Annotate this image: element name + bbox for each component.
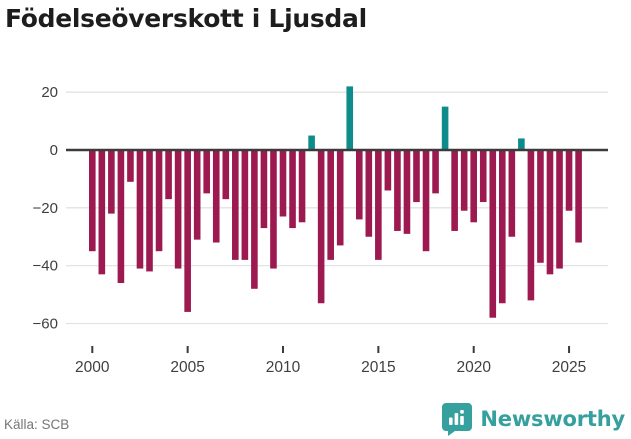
bar [193, 150, 201, 240]
bar [451, 150, 458, 231]
bar [508, 150, 516, 237]
bar [327, 150, 334, 260]
x-axis-tick-label: 2010 [266, 359, 301, 376]
x-tick-mark [568, 346, 571, 353]
bar [203, 150, 211, 194]
bar [308, 135, 315, 150]
bar [413, 150, 420, 203]
bar [89, 150, 96, 252]
newsworthy-logo: Newsworthy [441, 402, 625, 436]
source-note: Källa: SCB [4, 417, 70, 432]
bar [270, 150, 277, 269]
bar [355, 150, 363, 220]
bar [155, 150, 163, 252]
bar [470, 150, 477, 223]
bar [565, 150, 573, 211]
bar-chart-badge-icon [442, 403, 473, 436]
bar [384, 150, 392, 191]
plot-area: 20 0 −20 −40 −60 2000 2005 2010 2015 2020 2025 [33, 84, 608, 376]
bar [499, 150, 506, 304]
bar [212, 150, 220, 243]
bar [127, 150, 134, 182]
bar [375, 150, 382, 260]
bar [403, 150, 411, 234]
x-axis-tick-label: 2005 [170, 359, 204, 376]
chart-footer: Källa: SCB Newsworthy [0, 395, 631, 439]
page-title: Födelseöverskott i Ljusdal [5, 4, 367, 33]
bar [146, 150, 153, 272]
bar [460, 150, 468, 211]
brand-wordmark: Newsworthy [480, 407, 625, 431]
x-tick-mark [186, 346, 189, 353]
bar [298, 150, 306, 223]
bar [422, 150, 430, 252]
x-axis-tick-label: 2020 [456, 359, 491, 376]
bar [365, 150, 373, 237]
bar [222, 150, 230, 200]
bar [289, 150, 296, 229]
bar [489, 150, 497, 318]
y-axis-tick-label: −60 [33, 315, 58, 332]
bar [108, 150, 115, 214]
bar [136, 150, 144, 269]
birth-surplus-chart: 20 0 −20 −40 −60 2000 2005 2010 2015 2020 2025 [33, 84, 608, 376]
bar [527, 150, 535, 301]
bar [537, 150, 544, 263]
bar [184, 150, 191, 312]
bar [432, 150, 439, 194]
bar [575, 150, 582, 243]
bar [232, 150, 239, 260]
x-tick-mark [472, 346, 475, 353]
y-axis-tick-label: 20 [41, 84, 58, 101]
bar [117, 150, 125, 284]
x-axis-tick-label: 2000 [75, 359, 110, 376]
x-axis-tick-label: 2025 [552, 359, 586, 376]
bar [336, 150, 344, 246]
x-tick-mark [377, 346, 380, 353]
bar [98, 150, 106, 275]
bar [241, 150, 249, 260]
y-axis-tick-label: −40 [33, 258, 58, 275]
bar [251, 150, 258, 289]
bar [518, 138, 525, 150]
bar [441, 106, 449, 150]
bar [479, 150, 487, 203]
y-axis-tick-label: −20 [33, 200, 58, 217]
bar [260, 150, 268, 229]
x-tick-mark [91, 346, 94, 353]
y-axis-tick-label: 0 [50, 142, 58, 159]
bar [165, 150, 172, 200]
bar [346, 86, 354, 150]
bar [556, 150, 563, 269]
bar [546, 150, 554, 275]
bar [317, 150, 325, 304]
bar [394, 150, 401, 231]
x-tick-mark [282, 346, 284, 353]
bar [174, 150, 182, 269]
x-axis-tick-label: 2015 [361, 359, 395, 376]
bar [279, 150, 287, 217]
